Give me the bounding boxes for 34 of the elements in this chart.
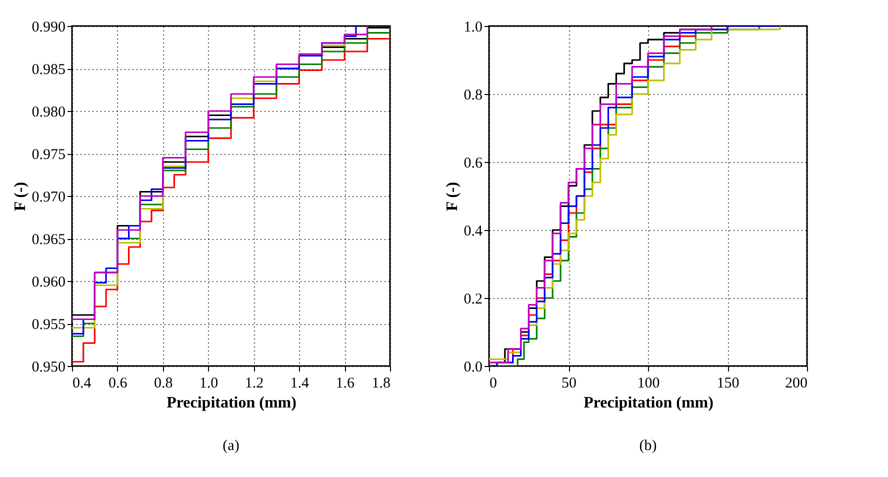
- y-tick-label: 0.8: [464, 88, 482, 104]
- y-axis-title: F (-): [12, 182, 29, 212]
- text: (a): [222, 438, 240, 454]
- y-tick-label: 0.990: [32, 20, 66, 36]
- x-axis-title: Precipitation (mm): [166, 394, 296, 412]
- x-axis-title: Precipitation (mm): [584, 394, 714, 412]
- y-tick-label: 0.965: [32, 232, 66, 248]
- x-tick-label: 1.2: [244, 376, 264, 392]
- y-tick-label: 0.955: [32, 317, 66, 333]
- x-tick-label: 1.8: [372, 376, 390, 392]
- y-tick-label: 0.950: [32, 360, 66, 376]
- x-tick-label: 200: [785, 376, 808, 392]
- x-tick-label: 100: [637, 376, 660, 392]
- x-tick-label: 150: [716, 376, 740, 392]
- y-tick-label: 0.975: [32, 147, 66, 163]
- x-tick-label: 0: [490, 376, 497, 392]
- y-tick-label: 0.6: [464, 156, 483, 172]
- y-tick-label: 0.960: [32, 274, 66, 290]
- y-tick-label: 0.985: [32, 62, 66, 78]
- text: (b): [639, 438, 657, 454]
- x-tick-label: 1.0: [199, 376, 218, 392]
- x-tick-label: 1.4: [290, 376, 310, 392]
- y-tick-label: 0.4: [464, 224, 483, 240]
- y-tick-label: 0.0: [464, 360, 482, 376]
- y-tick-label: 0.2: [464, 292, 482, 308]
- y-axis-title: F (-): [444, 182, 461, 212]
- x-tick-label: 0.4: [72, 376, 92, 392]
- y-tick-label: 0.970: [32, 190, 66, 206]
- x-tick-label: 1.6: [336, 376, 355, 392]
- y-tick-label: 1.0: [464, 20, 482, 36]
- y-tick-label: 0.980: [32, 104, 66, 120]
- x-tick-label: 0.8: [154, 376, 173, 392]
- x-tick-label: 0.6: [108, 376, 128, 392]
- x-tick-label: 50: [562, 376, 576, 392]
